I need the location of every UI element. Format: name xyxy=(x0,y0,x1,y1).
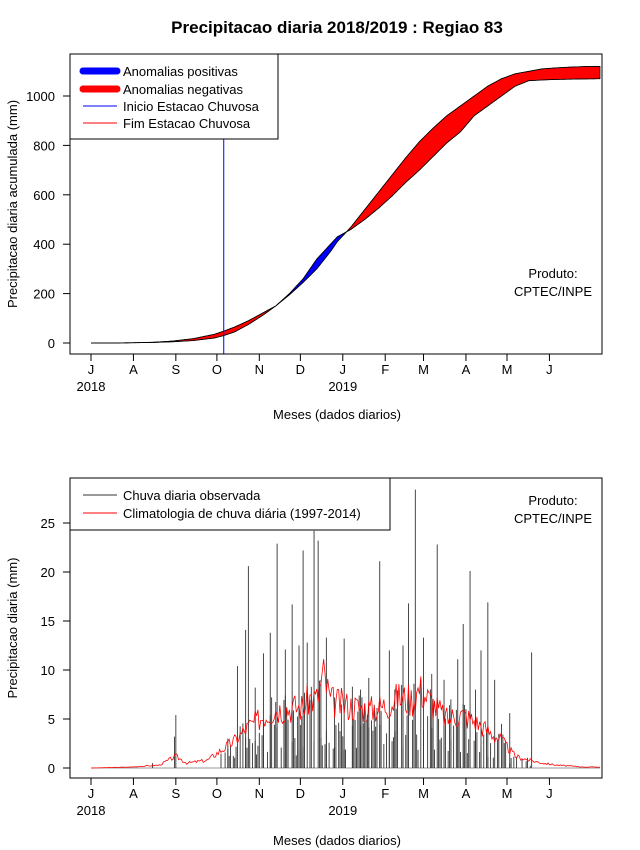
accumulated-y-tick-label: 1000 xyxy=(26,89,55,104)
legend-season-start-label: Inicio Estacao Chuvosa xyxy=(123,99,260,114)
accumulated-x-tick-label: N xyxy=(255,362,264,377)
daily-legend-box xyxy=(69,477,391,531)
accumulated-credit-line-2: CPTEC/INPE xyxy=(514,284,592,299)
daily-y-tick-label: 15 xyxy=(41,614,55,629)
legend-negative-anomaly-label: Anomalias negativas xyxy=(123,82,243,97)
accumulated-x-tick-label: J xyxy=(340,362,347,377)
daily-x-tick-label: N xyxy=(255,786,264,801)
daily-year-label: 2018 xyxy=(77,803,106,818)
accumulated-x-tick-label: S xyxy=(172,362,181,377)
accumulated-year-label: 2019 xyxy=(328,379,357,394)
daily-x-tick-label: F xyxy=(381,786,389,801)
accumulated-y-tick-label: 200 xyxy=(33,287,55,302)
daily-x-tick-label: A xyxy=(462,786,471,801)
daily-x-tick-label: M xyxy=(502,786,513,801)
daily-credit-line-1: Produto: xyxy=(528,493,577,508)
daily-y-tick-label: 0 xyxy=(48,761,55,776)
daily-x-tick-label: J xyxy=(88,786,95,801)
accumulated-x-tick-label: D xyxy=(296,362,305,377)
daily-x-axis: J A S O N D J F M A M J 2018 2019 xyxy=(77,777,553,818)
accumulated-y-tick-label: 0 xyxy=(48,336,55,351)
daily-plot-content xyxy=(90,489,601,769)
daily-y-tick-label: 10 xyxy=(41,663,55,678)
accumulated-y-label: Precipitacao diaria acumulada (mm) xyxy=(5,100,20,308)
accumulated-chart: Precipitacao diaria 2018/2019 : Regiao 8… xyxy=(5,18,603,422)
daily-x-tick-label: S xyxy=(172,786,181,801)
accumulated-x-tick-label: M xyxy=(502,362,513,377)
daily-legend: Chuva diaria observada Climatologia de c… xyxy=(69,477,391,531)
climatology-daily-line xyxy=(90,659,601,769)
accumulated-y-tick-label: 400 xyxy=(33,237,55,252)
accumulated-x-tick-label: A xyxy=(462,362,471,377)
daily-y-tick-label: 20 xyxy=(41,565,55,580)
accumulated-legend: Anomalias positivas Anomalias negativas … xyxy=(69,53,279,140)
negative-anomaly-area xyxy=(132,306,275,344)
legend-climatology-label: Climatologia de chuva diária (1997-2014) xyxy=(123,506,361,521)
accumulated-x-tick-label: A xyxy=(129,362,138,377)
legend-observed-label: Chuva diaria observada xyxy=(123,488,261,503)
accumulated-y-tick-label: 800 xyxy=(33,138,55,153)
daily-x-tick-label: D xyxy=(296,786,305,801)
accumulated-x-tick-label: J xyxy=(546,362,553,377)
daily-y-tick-label: 5 xyxy=(48,712,55,727)
legend-positive-anomaly-label: Anomalias positivas xyxy=(123,64,238,79)
accumulated-credit-line-1: Produto: xyxy=(528,266,577,281)
accumulated-plot-content xyxy=(91,54,601,354)
daily-y-axis: 0 5 10 15 20 25 xyxy=(41,516,71,776)
climatology-cumulative-line xyxy=(91,65,601,344)
daily-x-tick-label: J xyxy=(340,786,347,801)
accumulated-x-tick-label: M xyxy=(418,362,429,377)
accumulated-x-axis: J A S O N D J F M A M J 2018 2019 xyxy=(77,353,553,394)
daily-x-tick-label: O xyxy=(212,786,222,801)
accumulated-y-axis: 0 200 400 600 800 1000 xyxy=(26,89,71,351)
accumulated-year-label: 2018 xyxy=(77,379,106,394)
daily-x-tick-label: A xyxy=(129,786,138,801)
daily-year-label: 2019 xyxy=(328,803,357,818)
daily-y-tick-label: 25 xyxy=(41,516,55,531)
daily-chart: J A S O N D J F M A M J 2018 2019 0 5 10 15 20 25 Meses (d… xyxy=(5,477,603,848)
positive-anomaly-area xyxy=(274,231,346,308)
negative-anomaly-area xyxy=(345,66,601,234)
accumulated-x-label: Meses (dados diarios) xyxy=(273,407,401,422)
daily-x-label: Meses (dados diarios) xyxy=(273,833,401,848)
accumulated-x-tick-label: O xyxy=(212,362,222,377)
daily-y-label: Precipitacao diaria (mm) xyxy=(5,558,20,699)
accumulated-x-tick-label: F xyxy=(381,362,389,377)
daily-credit-line-2: CPTEC/INPE xyxy=(514,511,592,526)
accumulated-y-tick-label: 600 xyxy=(33,188,55,203)
chart-title: Precipitacao diaria 2018/2019 : Regiao 8… xyxy=(171,18,503,37)
accumulated-x-tick-label: J xyxy=(88,362,95,377)
daily-x-tick-label: M xyxy=(418,786,429,801)
daily-x-tick-label: J xyxy=(546,786,553,801)
legend-season-end-label: Fim Estacao Chuvosa xyxy=(123,116,251,131)
